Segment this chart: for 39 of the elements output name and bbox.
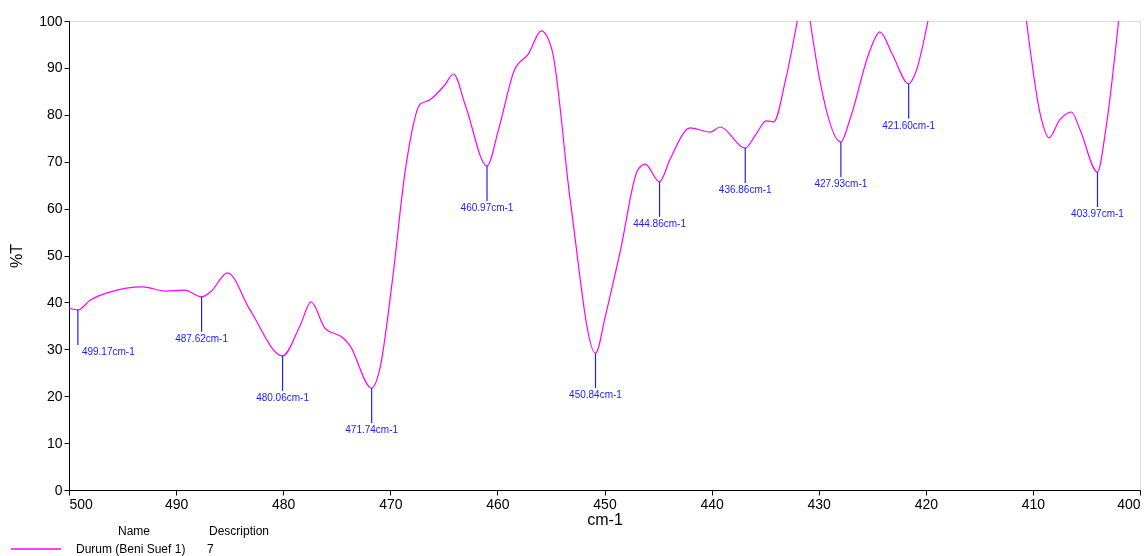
annotation: 460.97cm-1 (460, 201, 514, 213)
text: Description (208, 524, 270, 538)
y-tick-label: 30 (46, 340, 63, 357)
x-tick-label: 480 (272, 495, 296, 512)
x-tick-label: 440 (700, 495, 724, 512)
legend-label: Durum (Beni Suef 1) (76, 542, 186, 556)
x-axis-title: cm-1 (587, 510, 623, 528)
y-tick-label: 60 (46, 200, 63, 217)
x-tick-label: 490 (164, 495, 189, 512)
annotation: 427.93cm-1 (814, 178, 868, 189)
y-tick-label: 10 (46, 434, 63, 451)
annotation: 487.62cm-1 (175, 332, 229, 344)
x-tick-label: 450 (593, 495, 617, 512)
y-axis-title: %T (8, 243, 26, 268)
y-tick-label: 50 (46, 247, 63, 263)
annotation: 403.97cm-1 (1071, 208, 1125, 220)
y-tick-label: 0 (54, 481, 63, 498)
x-tick-label: 410 (1021, 495, 1046, 512)
y-tick-label: 100 (39, 12, 63, 29)
annotation: 450.84cm-1 (569, 389, 623, 401)
legend-title: Name (117, 524, 151, 538)
x-tick-label: 500 (69, 495, 94, 512)
text: 7 (207, 542, 214, 556)
y-tick-label: 90 (46, 59, 63, 76)
x-tick-label: 430 (807, 495, 832, 512)
x-tick-label: 400 (1117, 495, 1141, 512)
x-tick-label: 460 (486, 495, 510, 512)
annotation: 444.86cm-1 (633, 217, 687, 229)
annotation: 471.74cm-1 (345, 424, 399, 436)
y-tick-label: 20 (46, 387, 63, 404)
annotation: 480.06cm-1 (256, 391, 310, 403)
x-tick-label: 470 (379, 495, 403, 512)
x-tick-label: 420 (914, 495, 939, 512)
y-tick-label: 80 (46, 106, 63, 123)
annotation: 499.17cm-1 (81, 345, 136, 357)
y-tick-label: 40 (46, 293, 63, 310)
annotation: 436.86cm-1 (718, 184, 773, 196)
annotation: 421.60cm-1 (882, 119, 936, 131)
y-tick-label: 70 (46, 153, 63, 170)
